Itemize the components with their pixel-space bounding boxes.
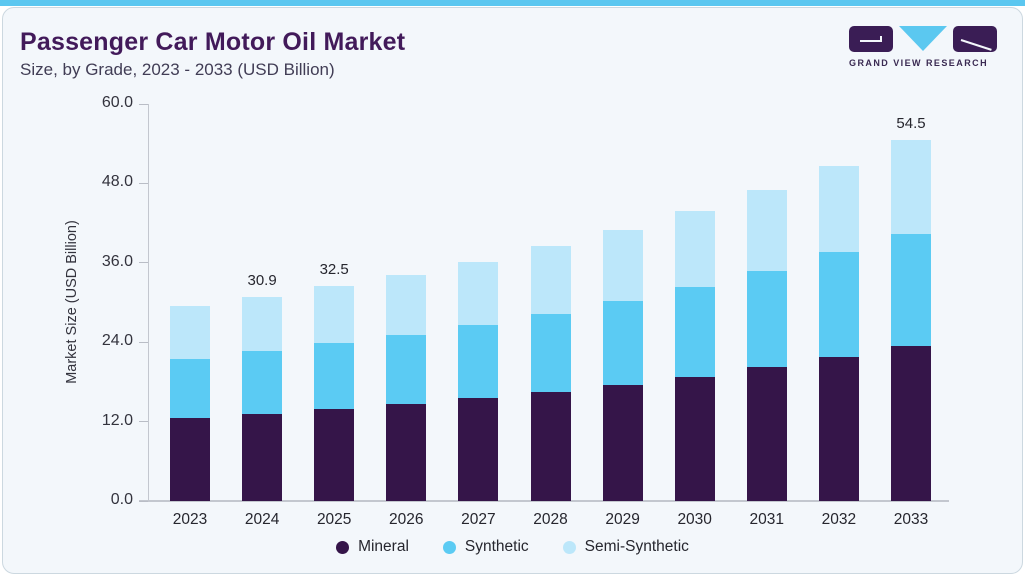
y-tick-label-0.0: 0.0 <box>110 491 133 508</box>
x-tick-label-2023: 2023 <box>172 511 208 528</box>
bar-2027 <box>458 261 499 501</box>
bar-segment-2028-synthetic <box>530 313 571 392</box>
gvr-logo-icon <box>849 26 997 53</box>
x-axis-line <box>139 500 949 502</box>
bar-2030 <box>674 211 715 501</box>
bar-segment-2029-synthetic <box>602 301 643 385</box>
bar-segment-2024-mineral <box>242 413 283 501</box>
bar-segment-2024-synthetic <box>242 350 283 414</box>
bar-2028 <box>530 246 571 501</box>
bar-segment-2032-semi-synthetic <box>818 165 859 253</box>
legend-dot-synthetic <box>442 540 456 554</box>
bar-segment-2023-semi-synthetic <box>170 306 210 359</box>
legend-dot-semi-synthetic <box>562 540 576 554</box>
bar-segment-2031-semi-synthetic <box>746 190 787 271</box>
bar-segment-2027-synthetic <box>458 325 499 399</box>
bar-segment-2026-synthetic <box>386 334 427 405</box>
legend-label-synthetic: Synthetic <box>464 538 529 555</box>
bar-value-label-2025: 32.5 <box>319 260 349 278</box>
legend-label-semi-synthetic: Semi-Synthetic <box>584 538 689 555</box>
bar-segment-2028-mineral <box>530 391 571 501</box>
x-tick-label-2026: 2026 <box>389 511 424 528</box>
x-tick-label-2024: 2024 <box>244 511 280 528</box>
bar-segment-2032-mineral <box>818 357 859 501</box>
y-tick-label-12.0: 12.0 <box>101 411 133 429</box>
x-tick-label-2029: 2029 <box>605 511 640 528</box>
y-tick-label-60.0: 60.0 <box>101 94 133 111</box>
bar-segment-2023-synthetic <box>170 358 210 419</box>
gvr-logo: GRAND VIEW RESEARCH <box>849 26 997 68</box>
y-tick-label-36.0: 36.0 <box>101 252 133 270</box>
bar-segment-2033-mineral <box>891 346 931 501</box>
y-tick-label-48.0: 48.0 <box>101 173 133 191</box>
page-subtitle: Size, by Grade, 2023 - 2033 (USD Billion… <box>20 60 335 79</box>
x-tick-label-2032: 2032 <box>821 511 857 528</box>
bar-2023 <box>170 306 210 501</box>
x-tick-label-2028: 2028 <box>533 511 568 528</box>
bar-segment-2030-mineral <box>674 376 715 501</box>
bar-2024 <box>242 296 283 501</box>
x-tick-label-2027: 2027 <box>461 511 496 528</box>
bar-2025 <box>314 285 355 501</box>
y-axis-line <box>148 104 149 501</box>
y-tick-24.0 <box>139 341 148 343</box>
y-axis-title: Market Size (USD Billion) <box>64 220 80 384</box>
bar-segment-2026-semi-synthetic <box>386 274 427 335</box>
bar-segment-2025-mineral <box>314 409 355 501</box>
bar-segment-2029-mineral <box>602 384 643 501</box>
bar-value-label-2033: 54.5 <box>896 115 926 133</box>
logo-brand-text: GRAND VIEW RESEARCH <box>849 58 989 68</box>
legend-label-mineral: Mineral <box>358 538 409 555</box>
legend-dot-mineral <box>336 540 350 554</box>
x-tick-label-2031: 2031 <box>749 511 785 528</box>
x-tick-label-2030: 2030 <box>677 511 712 528</box>
logo-g-icon <box>849 26 893 52</box>
bar-value-label-2024: 30.9 <box>247 271 277 289</box>
legend-item-semi-synthetic: Semi-Synthetic <box>562 538 689 556</box>
y-tick-12.0 <box>139 421 148 423</box>
bar-segment-2028-semi-synthetic <box>530 246 571 314</box>
bar-segment-2033-semi-synthetic <box>891 140 931 235</box>
bar-segment-2032-synthetic <box>818 252 859 358</box>
logo-r-icon <box>953 26 997 52</box>
bar-2029 <box>602 229 643 501</box>
bar-2033 <box>891 140 931 501</box>
y-tick-0.0 <box>139 500 148 502</box>
y-tick-60.0 <box>139 103 148 105</box>
bar-segment-2025-semi-synthetic <box>314 285 355 343</box>
x-tick-label-2025: 2025 <box>316 511 352 528</box>
bar-segment-2031-mineral <box>746 367 787 501</box>
y-tick-48.0 <box>139 182 148 184</box>
bar-segment-2027-semi-synthetic <box>458 261 499 326</box>
bar-segment-2030-synthetic <box>674 286 715 377</box>
bar-segment-2026-mineral <box>386 404 427 501</box>
bar-segment-2030-semi-synthetic <box>674 211 715 287</box>
x-tick-label-2033: 2033 <box>893 511 929 528</box>
bar-2031 <box>746 190 787 501</box>
plot-area: 0.0 12.0 24.0 36.0 48.0 60.0 2023 30.9 2024 32.5 2… <box>102 94 949 528</box>
bar-segment-2025-synthetic <box>314 342 355 410</box>
y-tick-36.0 <box>139 262 148 264</box>
bar-segment-2027-mineral <box>458 398 499 501</box>
top-accent-bar <box>0 0 1025 6</box>
bar-segment-2024-semi-synthetic <box>242 296 283 351</box>
legend-item-synthetic: Synthetic <box>442 538 529 556</box>
logo-v-icon <box>899 26 947 51</box>
bar-2032 <box>818 165 859 501</box>
legend-item-mineral: Mineral <box>336 538 409 556</box>
page-title: Passenger Car Motor Oil Market <box>20 28 406 56</box>
y-tick-label-24.0: 24.0 <box>101 332 133 350</box>
bar-segment-2023-mineral <box>170 418 210 501</box>
bar-2026 <box>386 274 427 501</box>
bar-segment-2033-synthetic <box>891 234 931 347</box>
bar-segment-2029-semi-synthetic <box>602 229 643 302</box>
bar-segment-2031-synthetic <box>746 270 787 368</box>
chart-legend: Mineral Synthetic Semi-Synthetic <box>0 538 1025 556</box>
